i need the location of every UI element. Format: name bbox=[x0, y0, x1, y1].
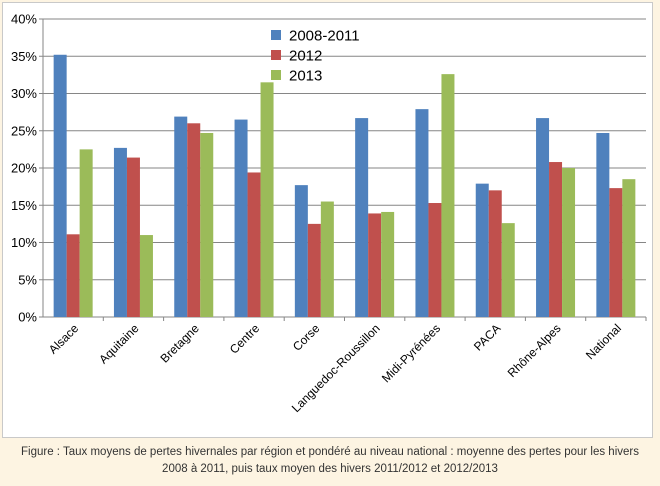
bar-corse-2013 bbox=[320, 201, 334, 317]
x-tick-label: Centre bbox=[227, 321, 263, 357]
caption-line-2: 2008 à 2011, puis taux moyen des hivers … bbox=[162, 463, 498, 475]
bar-national-2008-2011 bbox=[596, 132, 610, 317]
bar-languedoc-roussillon-2013 bbox=[381, 211, 395, 317]
x-tick-label: Aquitaine bbox=[96, 321, 142, 367]
legend-label: 2012 bbox=[289, 48, 322, 65]
bar-bretagne-2013 bbox=[200, 132, 214, 317]
bar-rh-ne-alpes-2008-2011 bbox=[536, 118, 550, 318]
bar-centre-2013 bbox=[260, 82, 274, 317]
x-tick-label: Bretagne bbox=[158, 321, 203, 366]
bar-bretagne-2012 bbox=[187, 123, 201, 317]
y-tick-label: 10% bbox=[11, 235, 37, 250]
bar-midi-pyr-n-es-2008-2011 bbox=[415, 109, 429, 318]
y-tick-label: 25% bbox=[11, 123, 37, 138]
y-tick-label: 30% bbox=[11, 86, 37, 101]
legend-label: 2008-2011 bbox=[289, 28, 360, 45]
bar-alsace-2013 bbox=[79, 149, 93, 317]
y-tick-label: 40% bbox=[11, 12, 37, 27]
bar-national-2012 bbox=[609, 188, 623, 317]
bar-alsace-2008-2011 bbox=[53, 54, 67, 317]
bar-languedoc-roussillon-2012 bbox=[368, 213, 382, 317]
y-tick-label: 15% bbox=[11, 198, 37, 213]
x-tick-label: Corse bbox=[290, 321, 323, 354]
bar-aquitaine-2008-2011 bbox=[113, 147, 127, 317]
bar-rh-ne-alpes-2012 bbox=[549, 162, 563, 317]
legend-label: 2013 bbox=[289, 68, 322, 85]
bar-corse-2008-2011 bbox=[294, 185, 308, 317]
bar-aquitaine-2012 bbox=[126, 157, 140, 317]
x-tick-label: National bbox=[583, 321, 624, 362]
chart-frame: 0% 5% 10% 15% 20% 25% 30% 35% 40% Alsace Aquitaine… bbox=[2, 2, 653, 438]
bar-paca-2013 bbox=[501, 223, 515, 317]
bar-paca-2008-2011 bbox=[475, 183, 489, 317]
bar-alsace-2012 bbox=[66, 234, 80, 317]
y-tick-label: 0% bbox=[18, 310, 37, 325]
caption-line-1: Figure : Taux moyens de pertes hivernale… bbox=[21, 446, 639, 458]
x-tick-label: PACA bbox=[471, 321, 503, 353]
bar-bretagne-2008-2011 bbox=[174, 116, 188, 317]
bar-midi-pyr-n-es-2012 bbox=[428, 203, 442, 317]
bar-aquitaine-2013 bbox=[139, 235, 153, 317]
legend-swatch bbox=[271, 50, 281, 60]
y-tick-label: 35% bbox=[11, 49, 37, 64]
legend-swatch bbox=[271, 30, 281, 40]
bar-midi-pyr-n-es-2013 bbox=[441, 74, 455, 317]
bar-corse-2012 bbox=[307, 223, 321, 317]
x-tick-label: Midi-Pyrénées bbox=[379, 321, 443, 385]
bar-chart: 0% 5% 10% 15% 20% 25% 30% 35% 40% Alsace Aquitaine… bbox=[11, 12, 647, 415]
x-tick-label: Alsace bbox=[46, 321, 82, 357]
bar-rh-ne-alpes-2013 bbox=[562, 168, 576, 317]
bar-centre-2008-2011 bbox=[234, 119, 248, 317]
bar-centre-2012 bbox=[247, 172, 261, 317]
bar-languedoc-roussillon-2008-2011 bbox=[355, 118, 369, 318]
x-tick-label: Rhône-Alpes bbox=[505, 321, 564, 380]
bar-paca-2012 bbox=[488, 190, 502, 317]
bar-national-2013 bbox=[622, 179, 636, 317]
figure-caption: Figure : Taux moyens de pertes hivernale… bbox=[0, 444, 660, 478]
legend-swatch bbox=[271, 70, 281, 80]
y-tick-label: 20% bbox=[11, 161, 37, 176]
y-tick-label: 5% bbox=[18, 272, 37, 287]
